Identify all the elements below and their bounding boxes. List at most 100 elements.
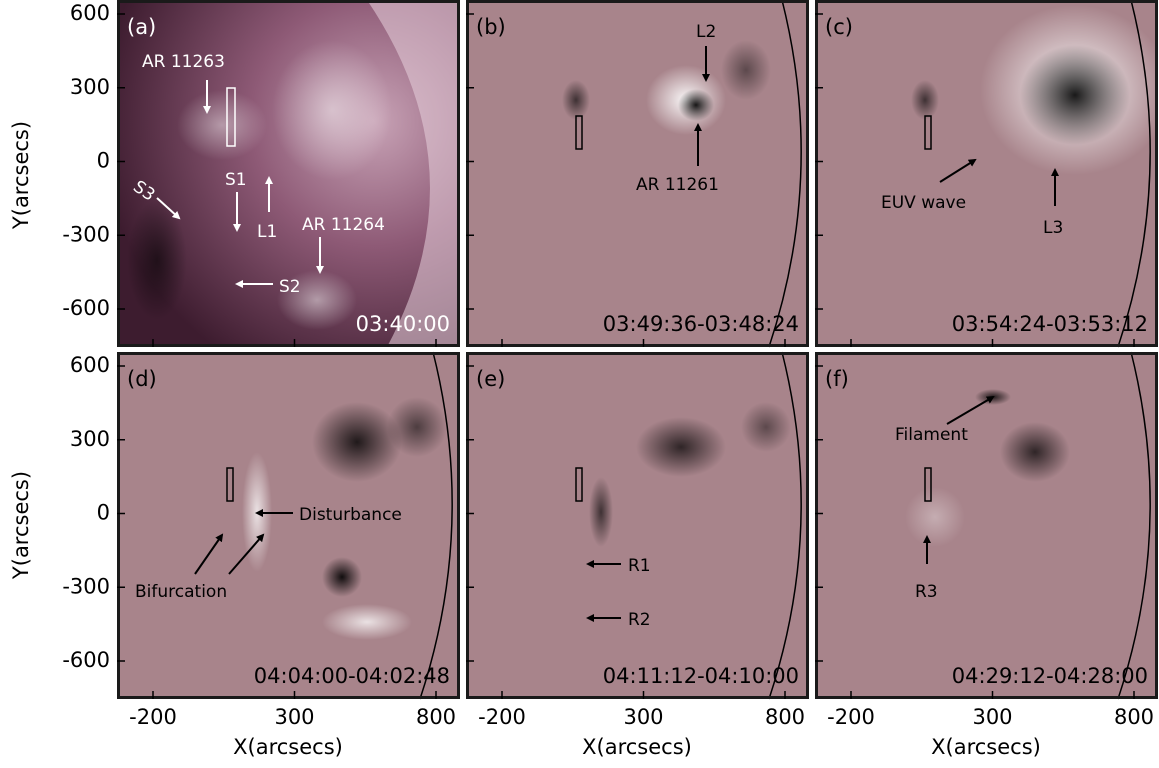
arrow — [228, 533, 265, 575]
timestamp: 03:40:00 — [356, 312, 450, 336]
panel-label: (d) — [127, 367, 157, 391]
arrow — [946, 395, 995, 425]
annotation: AR 11261 — [636, 175, 719, 195]
x-tick-label: -200 — [827, 705, 875, 729]
slit — [575, 115, 583, 150]
solar-limb — [367, 0, 460, 347]
solar-feature — [277, 270, 357, 330]
panel-frame — [815, 0, 1158, 347]
annotation: EUV wave — [881, 193, 966, 213]
y-tick-label: -600 — [62, 648, 110, 672]
solar-limb — [768, 0, 802, 348]
panel-label: (c) — [825, 15, 853, 39]
solar-limb — [1117, 351, 1151, 700]
panel-frame — [117, 0, 460, 347]
annotation: Disturbance — [299, 505, 402, 525]
y-axis-label: Y(arcsecs) — [9, 471, 33, 580]
solar-feature — [636, 417, 726, 477]
slit — [924, 467, 932, 502]
timestamp: 03:49:36-03:48:24 — [603, 312, 799, 336]
solar-feature — [312, 402, 402, 482]
arrow — [939, 158, 977, 183]
y-tick-label: -300 — [62, 574, 110, 598]
solar-feature — [177, 90, 267, 160]
solar-feature — [562, 80, 590, 120]
solar-limb — [419, 351, 453, 700]
y-tick-label: 0 — [97, 501, 110, 525]
solar-limb — [1117, 0, 1151, 348]
solar-feature — [127, 200, 187, 320]
panel-label: (e) — [476, 367, 505, 391]
x-tick-label: 300 — [274, 705, 314, 729]
solar-feature — [1020, 45, 1130, 145]
timestamp: 04:11:12-04:10:00 — [603, 664, 799, 688]
annotation: R2 — [628, 610, 651, 630]
timestamp: 04:04:00-04:02:48 — [254, 664, 450, 688]
slit — [226, 467, 234, 502]
x-tick-label: 800 — [765, 705, 805, 729]
slit — [575, 467, 583, 502]
x-tick-label: 800 — [1114, 705, 1154, 729]
panel-image — [815, 352, 1158, 699]
x-tick-label: 800 — [416, 705, 456, 729]
timestamp: 04:29:12-04:28:00 — [952, 664, 1148, 688]
y-tick-label: 300 — [70, 75, 110, 99]
y-tick-label: -300 — [62, 222, 110, 246]
solar-feature — [387, 397, 447, 457]
panel: (f) 04:29:12-04:28:00 Filament R3 — [815, 351, 1158, 700]
panel-frame — [466, 0, 809, 347]
slit — [226, 87, 236, 147]
solar-feature — [721, 40, 771, 100]
solar-feature — [589, 477, 613, 547]
solar-feature — [905, 487, 965, 547]
annotation: L1 — [257, 222, 277, 242]
panel-frame — [466, 352, 809, 699]
annotation: L2 — [696, 22, 716, 42]
annotation: Filament — [895, 425, 968, 445]
annotation: S1 — [225, 170, 247, 190]
arrow — [156, 197, 181, 220]
annotation: Bifurcation — [135, 582, 227, 602]
solar-feature — [1000, 422, 1070, 482]
solar-limb — [768, 351, 802, 700]
x-axis-label: X(arcsecs) — [931, 735, 1041, 759]
panel-frame — [815, 352, 1158, 699]
x-axis-label: X(arcsecs) — [233, 735, 343, 759]
timestamp: 03:54:24-03:53:12 — [952, 312, 1148, 336]
solar-feature — [678, 89, 714, 121]
panel-frame — [117, 352, 460, 699]
panel-label: (f) — [825, 367, 849, 391]
annotation: S2 — [279, 277, 301, 297]
annotation: R3 — [915, 582, 938, 602]
arrow — [194, 533, 224, 575]
solar-feature — [911, 80, 939, 120]
annotation: L3 — [1043, 218, 1063, 238]
slit — [924, 115, 932, 150]
y-tick-label: 600 — [70, 353, 110, 377]
annotation: AR 11264 — [302, 215, 385, 235]
panel: (c) 03:54:24-03:53:12 EUV wave L3 — [815, 0, 1159, 348]
x-tick-label: 300 — [972, 705, 1012, 729]
annotation: AR 11263 — [142, 52, 225, 72]
solar-feature — [741, 402, 791, 452]
annotation: R1 — [628, 556, 651, 576]
y-tick-label: 600 — [70, 1, 110, 25]
x-tick-label: 300 — [623, 705, 663, 729]
y-tick-label: 300 — [70, 427, 110, 451]
y-tick-label: -600 — [62, 296, 110, 320]
solar-feature — [322, 604, 412, 640]
x-axis-label: X(arcsecs) — [582, 735, 692, 759]
solar-feature — [272, 40, 392, 180]
x-tick-label: -200 — [478, 705, 526, 729]
y-axis-label: Y(arcsecs) — [9, 121, 33, 230]
panel: (b) 03:49:36-03:48:24 L2 AR 11261 — [466, 0, 809, 348]
panel: (e) 04:11:12-04:10:00 R1 R2 — [466, 351, 809, 700]
x-tick-label: -200 — [129, 705, 177, 729]
panel-label: (a) — [127, 15, 156, 39]
solar-feature — [322, 557, 362, 597]
y-tick-label: 0 — [97, 149, 110, 173]
panel-label: (b) — [476, 15, 506, 39]
panel: (d) 04:04:00-04:02:48 Disturbance Bifurcati… — [117, 351, 460, 700]
